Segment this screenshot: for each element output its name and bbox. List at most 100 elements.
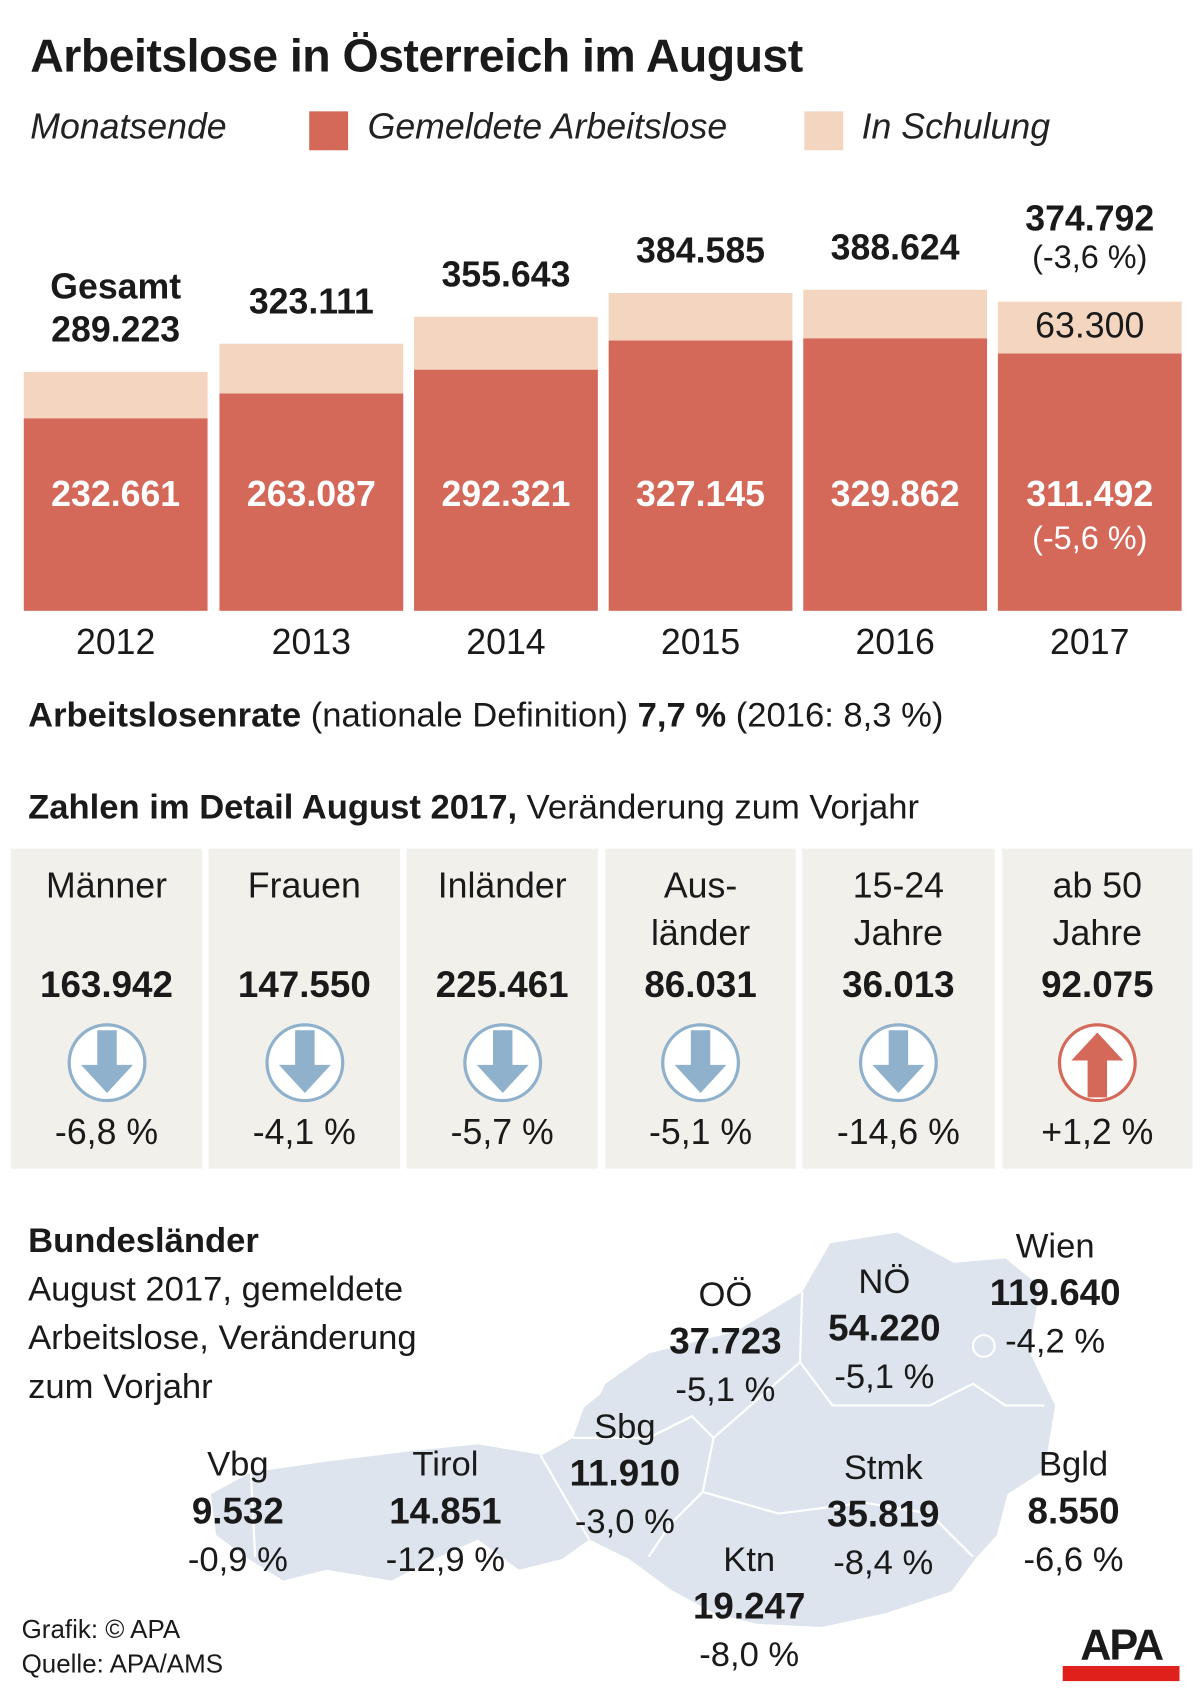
state-name: Sbg — [594, 1406, 656, 1446]
panel-value: 147.550 — [237, 964, 371, 1006]
panel-value: 163.942 — [40, 964, 173, 1006]
rate-text: (nationale Definition) — [301, 695, 638, 735]
panel-change: -6,8 % — [54, 1111, 159, 1152]
panel-change: -5,7 % — [450, 1111, 554, 1152]
legend-schulung: In Schulung — [861, 105, 1051, 146]
bar-schulung — [608, 293, 793, 341]
bar-value-gemeldete: 311.492 — [1026, 473, 1154, 514]
panel-label-line2: Jahre — [1052, 912, 1142, 953]
panel-label-line1: Aus- — [663, 864, 738, 905]
state-name: NÖ — [858, 1261, 911, 1301]
states-sub-2: Arbeitslose, Veränderung — [28, 1317, 417, 1357]
gemeldete-change-2017: (-5,6 %) — [1032, 521, 1148, 557]
bar-gemeldete — [414, 369, 598, 611]
bar-gemeldete — [23, 418, 208, 611]
state-change: -6,6 % — [1023, 1539, 1124, 1579]
bar-schulung — [23, 371, 208, 419]
austria-map-shape — [210, 1232, 1056, 1628]
panel-value: 225.461 — [435, 964, 569, 1006]
panel-label: Inländer — [406, 862, 597, 910]
source: Grafik: © APA Quelle: APA/AMS — [22, 1613, 223, 1682]
total-value: 355.643 — [441, 254, 571, 295]
state-vbg: Vbg 9.532 -0,9 % — [130, 1440, 346, 1583]
state-stmk: Stmk 35.819 -8,4 % — [775, 1443, 991, 1586]
state-name: Vbg — [207, 1444, 269, 1484]
panel-label-line1: Frauen — [247, 864, 361, 905]
state-n: NÖ 54.220 -5,1 % — [776, 1257, 992, 1400]
states-sub-1: August 2017, gemeldete — [28, 1269, 404, 1309]
arrow-down-icon — [659, 1022, 741, 1110]
rate-label: Arbeitslosenrate — [28, 695, 302, 735]
total-value: 384.585 — [636, 230, 766, 271]
panel-label: Frauen — [209, 862, 400, 910]
panel-label-line2: Jahre — [853, 912, 944, 953]
arrow-down-icon — [65, 1022, 147, 1110]
bar-value-gemeldete: 263.087 — [246, 473, 376, 514]
legend-swatch-gemeldete — [309, 111, 349, 151]
map-borders — [249, 1291, 1045, 1558]
bar-gemeldete — [608, 340, 793, 611]
bar-gemeldete — [803, 338, 988, 611]
total-value: 323.111 — [248, 281, 374, 322]
panel-label-line1: Männer — [45, 864, 167, 905]
state-name: Wien — [1015, 1225, 1095, 1265]
legend-swatch-schulung — [804, 111, 844, 151]
state-sbg: Sbg 11.910 -3,0 % — [517, 1402, 733, 1545]
total-change-2017: (-3,6 %) — [1032, 240, 1148, 276]
bar-value-gemeldete: 329.862 — [830, 473, 960, 514]
state-tirol: Tirol 14.851 -12,9 % — [337, 1440, 553, 1583]
schulung-value-2017: 63.300 — [1035, 304, 1145, 345]
bar-value-gemeldete: 327.145 — [636, 473, 766, 514]
state-change: -0,9 % — [187, 1539, 288, 1579]
legend-gemeldete: Gemeldete Arbeitslose — [367, 105, 728, 146]
total-value: 289.223 — [51, 309, 181, 350]
state-change: -8,0 % — [699, 1634, 800, 1674]
state-value: 9.532 — [191, 1490, 284, 1532]
state-ktn: Ktn 19.247 -8,0 % — [641, 1535, 857, 1678]
states-sub-3: zum Vorjahr — [28, 1366, 213, 1406]
state-change: -4,2 % — [1005, 1321, 1106, 1361]
state-value: 14.851 — [389, 1490, 502, 1532]
panel-label-line1: Inländer — [437, 864, 567, 905]
panel-change: -14,6 % — [836, 1111, 960, 1152]
detail-panel: 15-24 Jahre 36.013 -14,6 % — [802, 848, 995, 1169]
state-name: OÖ — [698, 1274, 753, 1314]
panel-label: Aus-länder — [605, 862, 795, 957]
bar-gemeldete — [997, 353, 1182, 611]
states-heading: Bundesländer — [28, 1220, 259, 1260]
bar-schulung — [997, 301, 1182, 354]
panel-label-line2: länder — [650, 912, 751, 953]
panel-label-line1: 15-24 — [852, 864, 945, 905]
panel-change: -4,1 % — [252, 1111, 356, 1152]
detail-heading-bold: Zahlen im Detail August 2017, — [28, 787, 518, 826]
detail-heading: Zahlen im Detail August 2017, Veränderun… — [28, 787, 919, 827]
state-change: -5,1 % — [675, 1369, 776, 1409]
state-change: -12,9 % — [385, 1539, 506, 1579]
detail-panel: Aus-länder 86.031 -5,1 % — [605, 848, 796, 1169]
page-title: Arbeitslose in Österreich im August — [30, 30, 803, 83]
legend-label: Monatsende — [30, 105, 227, 146]
state-change: -8,4 % — [833, 1542, 934, 1582]
apa-logo: APA — [1062, 1624, 1180, 1682]
detail-panel: Frauen 147.550 -4,1 % — [208, 848, 401, 1169]
state-value: 19.247 — [692, 1585, 806, 1628]
credit-quelle: Quelle: APA/AMS — [21, 1649, 224, 1679]
state-name: Stmk — [843, 1447, 923, 1487]
panel-change: +1,2 % — [1041, 1111, 1154, 1152]
arrow-up-icon — [1056, 1022, 1138, 1110]
panel-value: 36.013 — [842, 964, 955, 1006]
state-change: -5,1 % — [834, 1356, 935, 1396]
state-change: -3,0 % — [574, 1501, 675, 1541]
panel-label-line1: ab 50 — [1052, 864, 1142, 905]
state-value: 54.220 — [828, 1308, 941, 1350]
panel-label: 15-24 Jahre — [802, 862, 994, 957]
panel-value: 92.075 — [1041, 964, 1154, 1006]
state-name: Tirol — [412, 1444, 479, 1484]
bar-gemeldete — [219, 393, 404, 611]
year-label: 2013 — [271, 621, 352, 662]
arrow-down-icon — [263, 1022, 345, 1110]
detail-panel: ab 50 Jahre 92.075 +1,2 % — [1002, 848, 1193, 1169]
bar-schulung — [803, 289, 988, 339]
